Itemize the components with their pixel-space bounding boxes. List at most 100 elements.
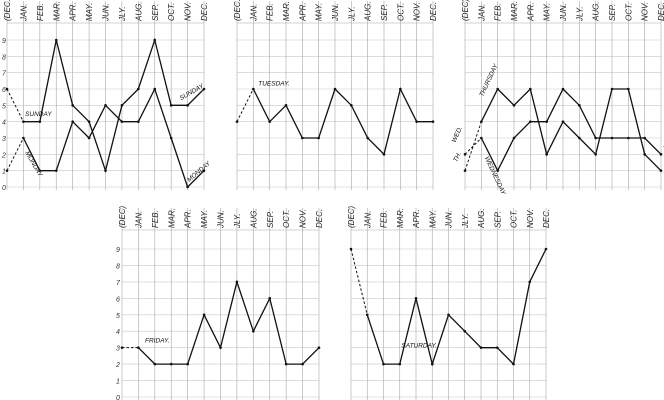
y-tick-label: 9: [2, 38, 6, 45]
data-point: [659, 153, 663, 156]
month-tick-label: (DEC): [118, 205, 127, 228]
data-point: [495, 346, 499, 349]
data-point: [365, 313, 369, 317]
month-tick-label: MAR.: [52, 1, 61, 21]
month-tick-label: MAY.: [543, 3, 552, 21]
series-line: [252, 87, 433, 156]
month-tick-label: JUN.: [217, 210, 226, 229]
y-tick-label: 4: [116, 329, 120, 336]
month-tick-label: MAY.: [315, 3, 324, 21]
month-tick-label: (DEC.): [233, 0, 242, 21]
month-tick-label: JAN.: [134, 211, 143, 229]
data-point: [463, 153, 467, 156]
month-tick-label: AUG.: [249, 208, 258, 229]
prior-dec-connector: [6, 88, 24, 122]
data-point: [38, 120, 42, 123]
series-label: TUESDAY.: [258, 81, 290, 88]
month-tick-label: DEC.: [542, 209, 551, 228]
data-point: [350, 104, 353, 107]
data-point: [529, 87, 532, 91]
y-tick-label: 6: [2, 87, 6, 94]
series-label: WED.: [451, 125, 465, 144]
data-point: [137, 120, 140, 123]
month-tick-label: MAY.: [200, 210, 209, 228]
series-line: [23, 37, 205, 173]
chart-panel-2: (DEC.) JAN. FEB. MAR. APR. MAY. JUN. JLY. AUG. SE…: [233, 0, 438, 190]
data-point: [71, 104, 74, 107]
series-line: [22, 87, 205, 189]
y-tick-label: 8: [2, 54, 6, 61]
data-point: [87, 136, 91, 140]
series-label: THURSDAY: [478, 62, 500, 98]
data-point: [317, 346, 321, 349]
month-tick-label: AUG.: [134, 1, 143, 22]
month-tick-label: OCT.: [510, 210, 519, 228]
chart-panel-5: (DEC) JAN. FEB. MAR. APR. MAY. JUN. JLY. AUG. SEP…: [347, 205, 551, 400]
month-tick-label: SEP.: [266, 211, 275, 228]
prior-dec-connector: [236, 88, 254, 122]
data-point: [561, 120, 565, 123]
data-point: [317, 136, 320, 140]
y-tick-label: 8: [116, 263, 120, 270]
data-point: [643, 136, 646, 140]
data-point: [268, 120, 271, 123]
data-point: [104, 104, 107, 107]
month-tick-label: NOV.: [526, 209, 535, 228]
data-point: [415, 120, 418, 123]
month-tick-label: JLY.: [575, 6, 584, 22]
month-tick-label: AUG.: [592, 1, 601, 22]
data-point: [512, 362, 515, 366]
prior-dec-connector: [464, 121, 482, 171]
month-tick-label: DEC.: [657, 2, 664, 21]
data-point: [512, 136, 516, 140]
month-tick-label: JAN.: [249, 4, 258, 22]
data-point: [186, 185, 189, 189]
data-point: [38, 169, 42, 172]
data-point: [430, 362, 434, 366]
data-point: [610, 136, 614, 140]
data-point: [496, 169, 499, 172]
data-point: [447, 313, 450, 317]
series-line: [137, 279, 320, 365]
y-tick-label: 7: [116, 280, 121, 287]
data-point: [496, 87, 499, 91]
data-point: [104, 169, 107, 172]
month-tick-label: MAR.: [396, 208, 405, 228]
y-tick-label: 4: [2, 120, 6, 127]
month-tick-label: MAR.: [510, 1, 519, 21]
y-tick-label: 2: [115, 362, 120, 369]
data-point: [414, 297, 418, 300]
month-tick-label: FEB.: [36, 3, 45, 21]
data-point: [431, 120, 435, 123]
y-tick-label: 2: [1, 152, 6, 159]
data-point: [561, 87, 565, 91]
month-tick-label: JAN.: [477, 4, 486, 22]
month-tick-label: SEP.: [151, 4, 160, 21]
series-label: TH.: [452, 151, 463, 164]
month-tick-label: DEC.: [200, 2, 209, 21]
month-tick-label: AUG.: [477, 208, 486, 229]
data-point: [120, 104, 124, 107]
chart-panel-4: (DEC) JAN. FEB. MAR. APR. MAY. JUN. JLY. AUG. SEP…: [115, 205, 324, 400]
month-tick-label: APR.: [526, 2, 535, 22]
data-point: [186, 104, 189, 107]
y-tick-label: 0: [116, 395, 120, 400]
y-tick-label: 5: [2, 103, 6, 110]
data-point: [219, 346, 222, 349]
data-point: [399, 87, 402, 91]
data-point: [512, 104, 516, 107]
data-point: [544, 247, 548, 251]
month-tick-label: FEB.: [151, 210, 160, 228]
data-point: [120, 120, 124, 123]
month-tick-label: JLY.: [461, 213, 470, 229]
month-tick-label: SEP.: [380, 4, 389, 21]
month-tick-label: MAR.: [282, 1, 291, 21]
month-tick-label: JAN.: [19, 4, 28, 22]
data-point: [153, 362, 157, 366]
prior-dec-connector: [350, 248, 368, 315]
data-point: [235, 120, 239, 123]
month-tick-label: JUN.: [445, 210, 454, 229]
month-tick-label: MAY.: [428, 210, 437, 228]
y-tick-label: 6: [116, 296, 120, 303]
